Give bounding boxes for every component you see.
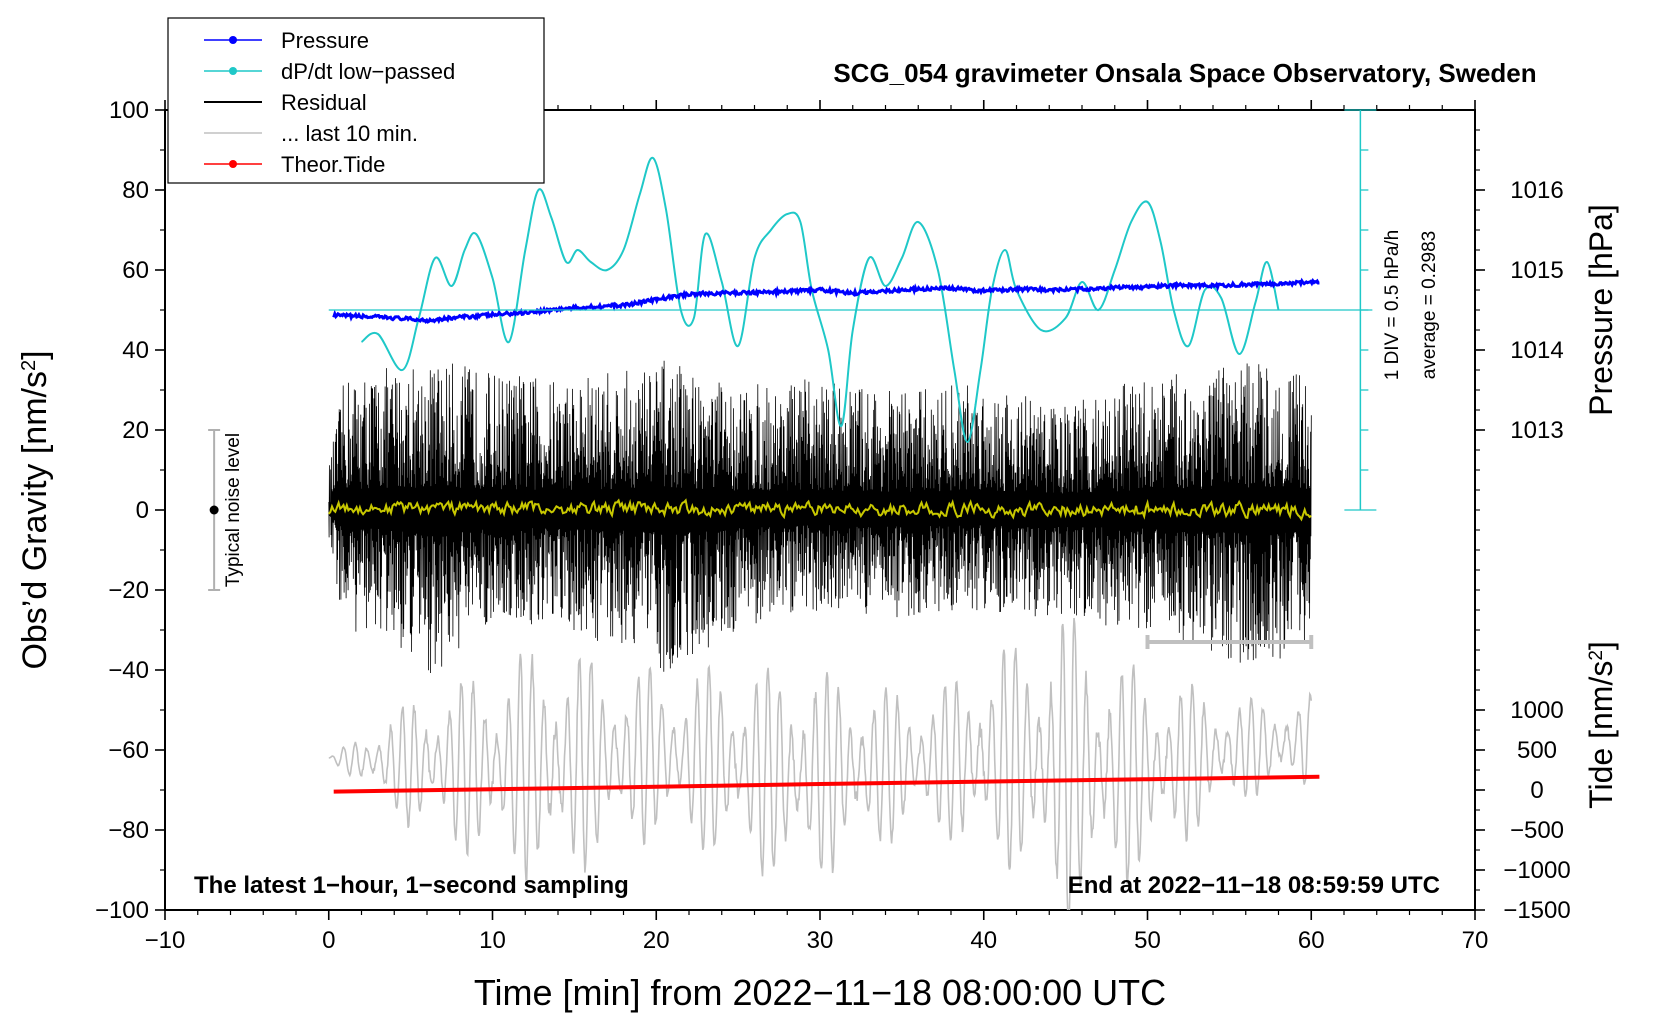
- y-tick-label: 60: [122, 257, 149, 284]
- tide-tick-label: 1000: [1510, 697, 1563, 724]
- pressure-tick-label: 1016: [1510, 177, 1563, 204]
- tide-tick-label: −1500: [1503, 897, 1570, 924]
- x-tick-label: 10: [479, 927, 506, 954]
- series-last-10-min: [328, 617, 1313, 910]
- series-residual: [328, 360, 1312, 674]
- pressure-tick-label: 1015: [1510, 257, 1563, 284]
- noise-level-label: Typical noise level: [223, 433, 244, 587]
- y-tick-label: 100: [109, 97, 149, 124]
- legend-marker: [229, 160, 237, 168]
- legend-label: Theor.Tide: [281, 152, 385, 177]
- legend-label: dP/dt low−passed: [281, 59, 455, 84]
- annotation-bottom-left: The latest 1−hour, 1−second sampling: [194, 872, 629, 899]
- dpdt-div-label: 1 DIV = 0.5 hPa/h: [1382, 230, 1403, 381]
- legend-marker: [229, 36, 237, 44]
- pressure-tick-label: 1013: [1510, 417, 1563, 444]
- tide-tick-label: −500: [1510, 817, 1564, 844]
- series-theor-tide: [333, 774, 1320, 794]
- tide-tick-label: −1000: [1503, 857, 1570, 884]
- legend-marker: [229, 67, 237, 75]
- x-tick-label: −10: [145, 927, 186, 954]
- y-tick-label: 80: [122, 177, 149, 204]
- annotation-bottom-right: End at 2022−11−18 08:59:59 UTC: [1068, 872, 1440, 899]
- legend: Pressure dP/dt low−passed Residual ... last…: [167, 17, 545, 184]
- x-tick-label: 50: [1134, 927, 1161, 954]
- x-tick-label: 20: [643, 927, 670, 954]
- y-tick-label: −60: [108, 737, 149, 764]
- axis-tick-labels: −10 0 10 20 30 40 50 60 70−100−80−60−40−20020406…: [95, 97, 1571, 954]
- y-tick-label: 0: [136, 497, 149, 524]
- x-tick-label: 60: [1298, 927, 1325, 954]
- tide-tick-label: 0: [1530, 777, 1543, 804]
- y-tick-label: 20: [122, 417, 149, 444]
- x-tick-label: 30: [807, 927, 834, 954]
- legend-box: [167, 17, 545, 184]
- legend-label: ... last 10 min.: [281, 121, 418, 146]
- y-axis-label-superscript: 2: [18, 360, 40, 371]
- series-pressure: [332, 277, 1320, 325]
- x-tick-label: 0: [322, 927, 335, 954]
- x-axis-label: Time [min] from 2022−11−18 08:00:00 UTC: [474, 972, 1166, 1013]
- y-tick-label: −20: [108, 577, 149, 604]
- tide-axis-label: Tide [nm/s2]: [1583, 641, 1619, 809]
- x-tick-label: 40: [970, 927, 997, 954]
- tide-tick-label: 500: [1517, 737, 1557, 764]
- y-tick-label: −80: [108, 817, 149, 844]
- y-axis-label: Obs’d Gravity [nm/s2]: [16, 350, 54, 669]
- y-tick-label: 40: [122, 337, 149, 364]
- pressure-axis-label: Pressure [hPa]: [1583, 204, 1619, 416]
- pressure-tick-label: 1014: [1510, 337, 1563, 364]
- legend-label: Residual: [281, 90, 367, 115]
- dpdt-scale: [328, 109, 1377, 649]
- noise-level-indicator: [208, 429, 221, 591]
- y-tick-label: −100: [95, 897, 149, 924]
- legend-label: Pressure: [281, 28, 369, 53]
- chart-title: SCG_054 gravimeter Onsala Space Observat…: [833, 58, 1536, 88]
- x-tick-label: 70: [1462, 927, 1489, 954]
- dpdt-average-label: average = 0.2983: [1419, 231, 1440, 379]
- y-tick-label: −40: [108, 657, 149, 684]
- noise-level-dot: [209, 505, 219, 515]
- tide-axis-label-superscript: 2: [1586, 650, 1607, 661]
- series-residual-smoothed: [328, 498, 1312, 522]
- data-series: [328, 156, 1320, 910]
